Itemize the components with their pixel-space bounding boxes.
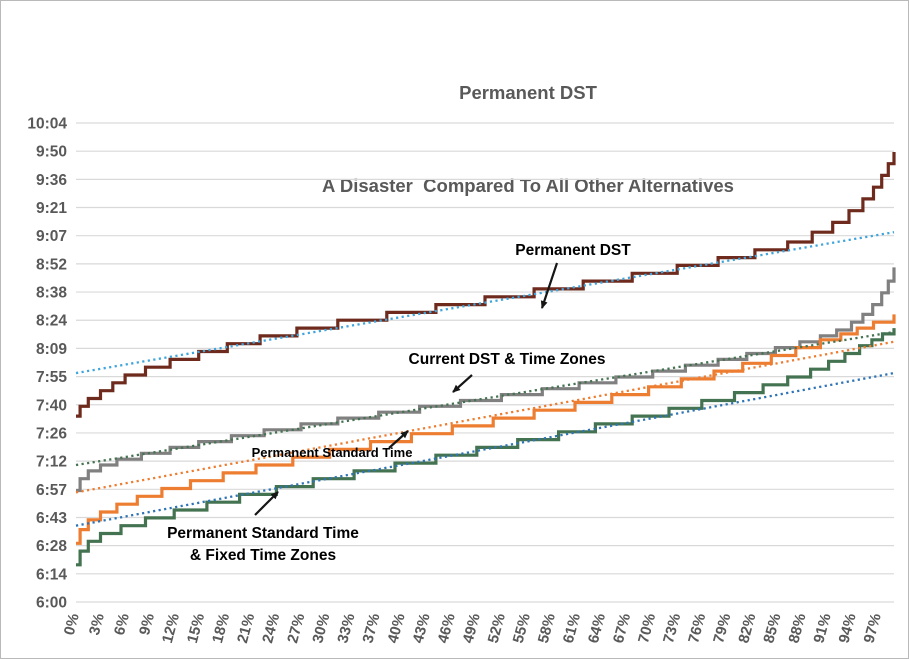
x-axis-tick-label: 21% <box>234 612 258 645</box>
y-axis-tick-label: 9:07 <box>36 228 67 245</box>
x-axis-tick-label: 0% <box>61 612 83 637</box>
y-axis-tick-label: 6:28 <box>36 538 67 555</box>
x-axis-tick-label: 37% <box>359 612 383 645</box>
annotation-arrow-permanent-standard <box>388 430 409 449</box>
annotation-arrow-permanent-dst <box>540 262 559 309</box>
x-axis-tick-label: 85% <box>760 612 784 645</box>
x-axis-tick-label: 49% <box>460 612 484 645</box>
x-axis-tick-label: 73% <box>660 612 684 645</box>
y-axis-tick-label: 9:36 <box>36 172 67 189</box>
x-axis-tick-label: 76% <box>685 612 709 645</box>
y-axis-tick-label: 8:24 <box>36 313 67 330</box>
y-axis-tick-label: 8:09 <box>36 341 67 358</box>
y-axis-tick-label: 7:40 <box>36 397 67 414</box>
x-axis-tick-label: 79% <box>710 612 734 645</box>
x-axis-tick-label: 15% <box>184 612 208 645</box>
y-axis-tick-label: 9:21 <box>36 200 67 217</box>
x-axis-tick-label: 18% <box>209 612 233 645</box>
x-axis-tick-label: 70% <box>635 612 659 645</box>
y-axis-tick-label: 7:55 <box>36 369 67 386</box>
x-axis-tick-label: 94% <box>836 612 860 645</box>
y-axis-tick-label: 7:26 <box>36 425 67 442</box>
x-axis-tick-label: 30% <box>309 612 333 645</box>
x-axis-tick-label: 55% <box>510 612 534 645</box>
annotation-label-current-dst: Current DST & Time Zones <box>409 351 606 368</box>
x-axis-tick-label: 67% <box>610 612 634 645</box>
series-line-permanent-dst <box>76 152 896 418</box>
x-axis-tick-label: 82% <box>735 612 759 645</box>
y-axis-tick-label: 6:43 <box>36 510 67 527</box>
x-axis-tick-label: 12% <box>159 612 183 645</box>
chart-title: Permanent DST A Disaster Compared To All… <box>146 15 908 263</box>
trend-permanent-standard <box>75 340 895 494</box>
series-line-permanent-standard-fixed <box>76 328 896 567</box>
chart-title-line1: Permanent DST <box>459 82 597 103</box>
x-axis-tick-label: 97% <box>861 612 885 645</box>
annotation-arrow-current-dst <box>452 374 473 393</box>
x-axis-tick-label: 3% <box>86 612 108 637</box>
x-axis-tick-label: 43% <box>410 612 434 645</box>
annotation-label-permanent-dst: Permanent DST <box>515 242 631 259</box>
y-axis-tick-label: 6:57 <box>36 482 67 499</box>
annotation-label-permanent-standard-fixed: Permanent Standard Time <box>167 525 359 542</box>
trend-current-dst <box>75 330 895 467</box>
y-axis-tick-label: 8:52 <box>36 256 67 273</box>
y-axis-tick-label: 6:14 <box>36 566 67 583</box>
y-axis-tick-label: 8:38 <box>36 285 67 302</box>
trend-permanent-standard-fixed <box>75 371 895 527</box>
chart-title-line2: A Disaster Compared To All Other Alterna… <box>322 175 734 196</box>
x-axis-tick-label: 27% <box>284 612 308 645</box>
x-axis-tick-label: 24% <box>259 612 283 645</box>
x-axis-tick-label: 61% <box>560 612 584 645</box>
y-axis-tick-label: 9:50 <box>36 144 67 161</box>
y-axis-tick-label: 7:12 <box>36 454 67 471</box>
x-axis-tick-label: 91% <box>810 612 834 645</box>
x-axis-tick-label: 88% <box>785 612 809 645</box>
trend-permanent-dst <box>75 231 895 375</box>
x-axis-tick-label: 52% <box>485 612 509 645</box>
y-axis-tick-label: 10:04 <box>27 116 67 133</box>
x-axis-tick-label: 46% <box>435 612 459 645</box>
x-axis-tick-label: 33% <box>334 612 358 645</box>
y-axis-tick-label: 6:00 <box>36 595 67 612</box>
x-axis-tick-label: 9% <box>136 612 158 637</box>
series-line-permanent-standard <box>76 314 896 545</box>
x-axis-tick-label: 40% <box>384 612 408 645</box>
annotation-label-permanent-standard: Permanent Standard Time <box>252 445 413 460</box>
annotation-arrow-permanent-standard-fixed <box>254 491 279 516</box>
x-axis-tick-label: 64% <box>585 612 609 645</box>
x-axis-tick-label: 6% <box>111 612 133 637</box>
annotation-label-permanent-standard-fixed: & Fixed Time Zones <box>190 547 336 564</box>
x-axis-tick-label: 58% <box>535 612 559 645</box>
